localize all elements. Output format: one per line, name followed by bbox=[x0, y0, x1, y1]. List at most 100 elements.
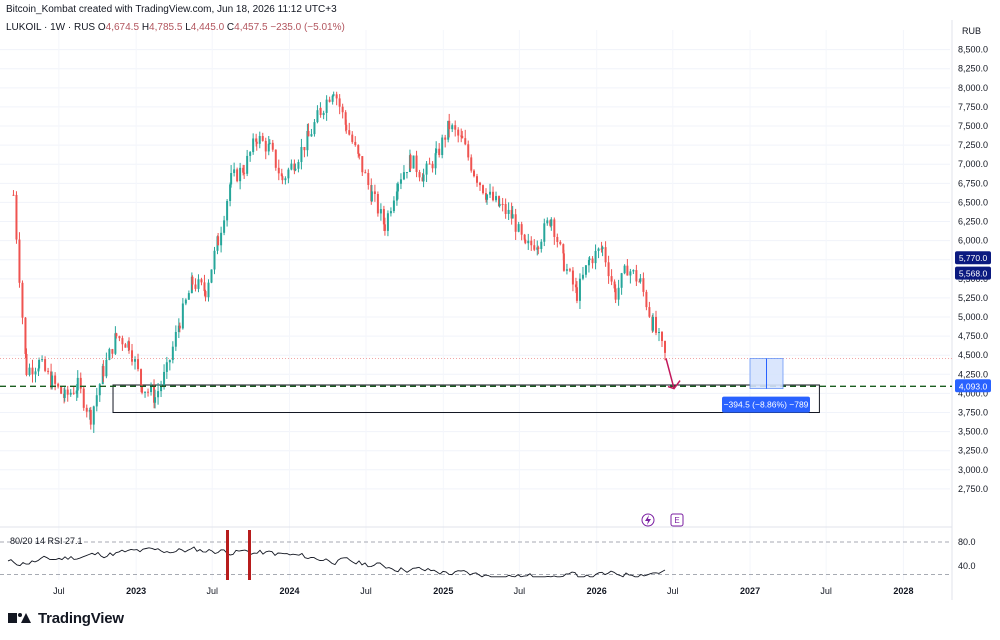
candle-body bbox=[559, 241, 562, 245]
high-label: H bbox=[141, 22, 150, 33]
candle-body bbox=[236, 169, 239, 182]
candle-body bbox=[178, 325, 181, 329]
symbol-name[interactable]: LUKOIL · 1W · RUS bbox=[6, 22, 96, 33]
candle-body bbox=[434, 153, 437, 169]
candle-body bbox=[12, 194, 15, 196]
candle-body bbox=[597, 248, 600, 251]
candle-body bbox=[267, 143, 270, 152]
candle-body bbox=[354, 141, 357, 146]
candle-body bbox=[581, 274, 584, 279]
candle-body bbox=[197, 279, 200, 289]
candle-body bbox=[57, 383, 60, 387]
low-value: 4,445.0 bbox=[190, 22, 225, 33]
candle-body bbox=[623, 265, 626, 274]
candle-body bbox=[31, 367, 34, 375]
candle-body bbox=[470, 157, 473, 171]
candle-body bbox=[121, 338, 124, 345]
candle-body bbox=[537, 247, 540, 249]
candle-body bbox=[37, 368, 40, 372]
candle-body bbox=[412, 155, 415, 169]
candle-body bbox=[95, 395, 98, 407]
y-tick-label: 6,500.0 bbox=[958, 197, 988, 207]
candle-body bbox=[587, 260, 590, 266]
close-label: C bbox=[226, 22, 235, 33]
price-badge-bg bbox=[955, 379, 991, 393]
candle-body bbox=[562, 244, 565, 254]
candle-body bbox=[386, 213, 389, 231]
high-value: 4,785.5 bbox=[149, 22, 183, 33]
y-tick-label: 7,250.0 bbox=[958, 140, 988, 150]
tradingview-logo-icon bbox=[8, 611, 32, 627]
candle-body bbox=[310, 134, 313, 137]
candle-body bbox=[319, 108, 322, 116]
change-value: −235.0 (−5.01%) bbox=[270, 22, 345, 33]
x-tick-label: 2024 bbox=[280, 586, 300, 596]
candlestick-series bbox=[12, 91, 667, 433]
candle-body bbox=[395, 191, 398, 201]
y-tick-label: 7,500.0 bbox=[958, 121, 988, 131]
candle-body bbox=[348, 130, 351, 135]
candle-body bbox=[645, 291, 648, 308]
candle-body bbox=[92, 406, 95, 425]
y-tick-label: 3,500.0 bbox=[958, 427, 988, 437]
candle-body bbox=[396, 183, 399, 192]
low-label: L bbox=[185, 22, 191, 33]
rsi-indicator-label[interactable]: 80/20 14 RSI 27.1 bbox=[10, 536, 83, 546]
candle-body bbox=[150, 386, 153, 393]
candle-body bbox=[63, 389, 66, 398]
x-tick-label: 2026 bbox=[587, 586, 607, 596]
y-tick-label: 7,750.0 bbox=[958, 102, 988, 112]
candle-body bbox=[402, 172, 405, 180]
candle-body bbox=[137, 359, 140, 370]
candle-body bbox=[425, 163, 428, 175]
price-badge-label: 5,568.0 bbox=[959, 269, 988, 279]
candle-body bbox=[520, 224, 523, 235]
grid-lines bbox=[0, 30, 950, 580]
candle-body bbox=[460, 135, 463, 137]
candle-body bbox=[441, 137, 444, 156]
y-tick-label: 2,750.0 bbox=[958, 484, 988, 494]
price-badge-bg bbox=[955, 251, 991, 265]
candle-body bbox=[523, 234, 526, 240]
x-tick-label: Jul bbox=[360, 586, 372, 596]
annotation-overlay: −394.5 (−8.86%) −789 bbox=[0, 358, 952, 413]
candle-body bbox=[128, 341, 131, 351]
candle-body bbox=[543, 223, 546, 242]
candle-body bbox=[51, 375, 54, 388]
candle-body bbox=[229, 184, 232, 202]
candle-body bbox=[600, 248, 603, 250]
candle-body bbox=[281, 176, 284, 181]
candle-body bbox=[284, 178, 287, 181]
candle-body bbox=[306, 130, 309, 151]
candle-body bbox=[358, 153, 361, 157]
price-chart[interactable]: 8,500.0 8,250.0 8,000.0 7,750.0 7,500.0 7,250… bbox=[0, 0, 1000, 600]
candle-body bbox=[213, 250, 216, 270]
candle-body bbox=[629, 271, 632, 276]
candle-body bbox=[507, 209, 510, 214]
open-value: 4,674.5 bbox=[105, 22, 140, 33]
candle-body bbox=[415, 155, 418, 173]
candle-body bbox=[435, 148, 438, 154]
projection-arrow-line bbox=[665, 358, 675, 389]
x-tick-label: Jul bbox=[667, 586, 679, 596]
lightning-glyph bbox=[645, 515, 651, 525]
candle-body bbox=[546, 220, 549, 224]
candle-body bbox=[367, 172, 370, 186]
candle-body bbox=[154, 397, 157, 403]
candle-body bbox=[464, 138, 467, 145]
candle-body bbox=[511, 214, 514, 219]
y-tick-label: 4,750.0 bbox=[958, 331, 988, 341]
candle-body bbox=[376, 193, 379, 214]
price-badge-label: 5,770.0 bbox=[959, 253, 988, 263]
candle-body bbox=[268, 142, 271, 144]
candle-body bbox=[389, 211, 392, 214]
candle-body bbox=[562, 253, 565, 271]
candle-body bbox=[191, 276, 194, 285]
tradingview-brand[interactable]: TradingView bbox=[8, 610, 124, 627]
candle-body bbox=[444, 137, 447, 140]
candle-body bbox=[556, 236, 559, 242]
candle-body bbox=[607, 262, 610, 277]
candle-body bbox=[338, 98, 341, 107]
candle-body bbox=[124, 344, 127, 348]
candle-body bbox=[233, 169, 236, 174]
